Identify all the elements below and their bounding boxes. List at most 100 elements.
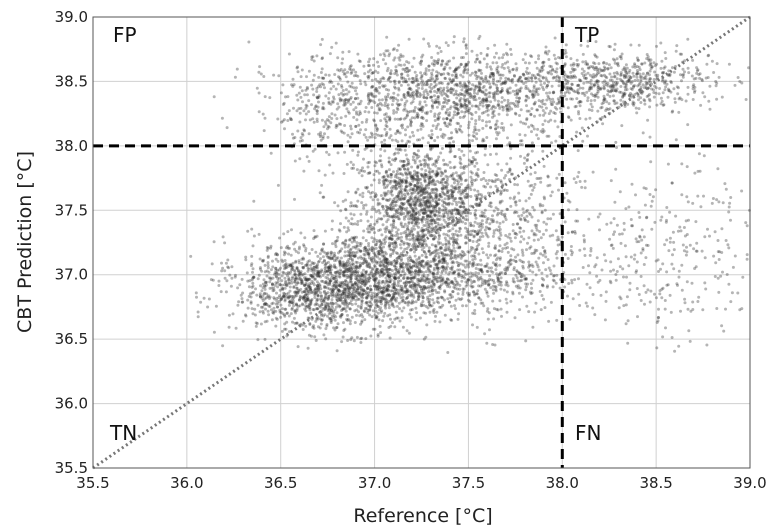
data-point [319,322,323,326]
data-point [423,178,427,182]
data-point [415,184,419,188]
data-point [366,265,370,269]
data-point [426,194,430,198]
data-point [428,215,432,219]
data-point [321,274,325,277]
data-point [424,203,427,207]
data-point [333,201,337,205]
data-point [459,182,463,186]
data-point [449,281,453,285]
data-point [443,214,446,218]
data-point [402,225,406,229]
data-point [330,276,334,280]
data-point [433,221,437,225]
data-point [425,323,429,327]
data-point [468,300,472,304]
data-point [419,229,423,233]
data-point [398,198,402,202]
data-point [335,278,339,282]
data-point [451,215,455,219]
data-point [368,171,372,175]
data-point [385,125,389,129]
data-point [620,52,624,56]
data-point [261,311,265,315]
data-point [489,153,492,156]
data-point [397,301,401,305]
data-point [388,244,392,248]
data-point [420,263,424,267]
data-point [422,200,426,204]
data-point [409,175,413,179]
data-point [316,287,320,290]
data-point [517,97,521,101]
data-point [477,89,481,93]
data-point [444,271,448,274]
data-point [449,174,453,178]
data-point [420,229,424,233]
data-point [415,237,419,241]
data-point [415,153,419,157]
data-point [469,160,473,163]
data-point [448,217,452,220]
data-point [306,298,310,301]
data-point [290,295,294,298]
data-point [379,159,383,163]
data-point [445,224,449,228]
data-point [412,239,416,243]
data-point [435,272,439,276]
data-point [453,207,457,211]
data-point [524,84,528,88]
data-point [356,297,360,301]
data-point [457,209,461,212]
data-point [350,240,354,244]
data-point [459,205,463,209]
data-point [453,253,457,257]
data-point [463,164,466,168]
data-point [497,229,501,233]
data-point [308,306,312,310]
data-point [448,123,452,127]
data-point [481,104,485,108]
data-point [299,281,303,285]
data-point [425,163,429,167]
data-point [422,196,426,200]
data-point [355,313,358,317]
data-point [416,191,420,194]
data-point [302,284,306,287]
data-point [421,188,425,192]
data-point [434,183,438,186]
data-point [397,271,401,275]
data-point [343,282,347,286]
data-point [421,234,425,238]
data-point [421,264,424,268]
data-point [256,277,260,281]
data-point [411,207,414,211]
data-point [384,276,388,280]
data-point [425,190,429,194]
data-point [265,319,269,323]
data-point [447,272,451,276]
data-point [408,234,412,238]
data-point [386,288,390,292]
data-point [389,80,392,84]
data-point [319,257,322,261]
data-point [482,304,486,308]
data-point [389,173,393,177]
data-point [384,191,388,195]
data-point [399,223,403,227]
data-point [349,280,353,284]
data-point [451,186,455,190]
data-point [402,306,406,310]
data-point [350,267,354,271]
data-point [415,187,419,191]
data-point [375,240,379,244]
data-point [415,171,418,175]
data-point [383,178,386,182]
data-point [398,307,402,311]
data-point [322,242,325,246]
data-point [442,218,446,222]
data-point [490,179,494,183]
data-point [370,296,374,300]
data-point [474,110,478,114]
data-point [452,79,455,83]
